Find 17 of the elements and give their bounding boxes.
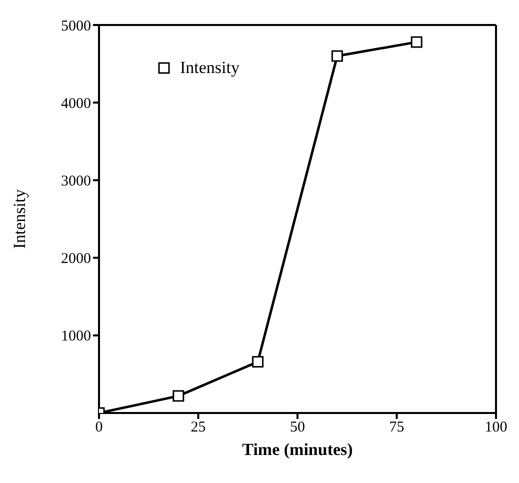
legend-label: Intensity [180, 58, 240, 78]
point [331, 50, 343, 62]
y-tick-label: 4000 [61, 96, 91, 112]
x-tick-label: 25 [190, 420, 206, 436]
y-tick-label: 1000 [61, 328, 91, 345]
x-tick-label: 0 [95, 420, 103, 436]
x-axis-title: Time (minutes) [242, 440, 353, 459]
x-tick-label: 50 [290, 420, 305, 436]
y-axis-title: Intensity [10, 188, 30, 249]
x-tick-label: 100 [484, 420, 508, 436]
y-tick-label: 3000 [61, 174, 91, 190]
y-tick-label: 5000 [61, 18, 91, 34]
x-tick-label: 75 [389, 420, 404, 436]
point [172, 390, 184, 402]
y-tick-label: 2000 [61, 251, 91, 268]
point [252, 356, 264, 368]
point [410, 36, 422, 48]
